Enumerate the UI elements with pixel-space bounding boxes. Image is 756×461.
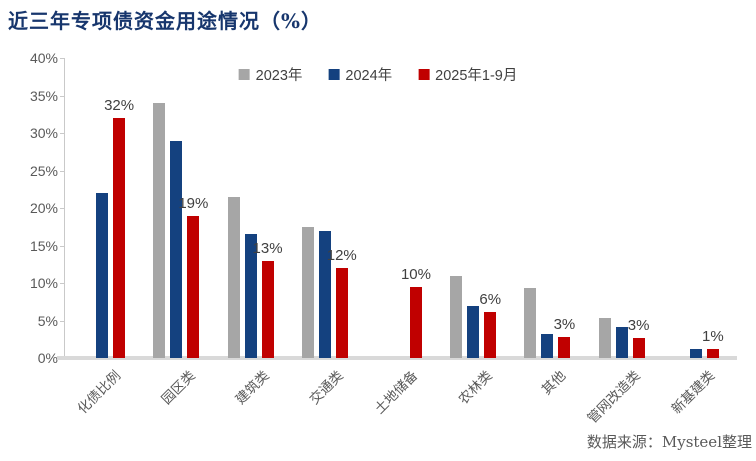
legend-label: 2025年1-9月: [435, 68, 518, 84]
data-label-农林类: 6%: [479, 290, 502, 308]
bar-2025年1-9月-新基建类: [706, 349, 719, 358]
bar-2024年-园区类: [170, 140, 183, 358]
legend: 2023年 2024年 2025年1-9月: [238, 64, 517, 85]
y-tick-label: 40%: [29, 50, 58, 66]
y-tick-label: 10%: [29, 275, 58, 291]
y-tick-label: 25%: [29, 162, 58, 179]
data-label-其他: 3%: [553, 316, 576, 333]
legend-item-2025年1-9月: 2025年1-9月: [418, 64, 517, 85]
x-tick-label-土地储备: 土地储备: [371, 367, 421, 417]
y-tick-label: 35%: [29, 87, 58, 104]
data-label-园区类: 19%: [178, 194, 209, 212]
x-tick-label-农林类: 农林类: [455, 367, 495, 408]
legend-swatch-icon: [418, 69, 430, 80]
bar-group-建筑类: 13%: [213, 58, 287, 358]
y-tick-label: 15%: [29, 237, 58, 254]
bar-2025年1-9月-化债比例: [113, 118, 126, 358]
legend-label: 2024年: [345, 68, 393, 84]
y-tick-mark: [60, 283, 64, 284]
bar-2025年1-9月-管网改造类: [632, 337, 645, 358]
source-note: 数据来源：Mysteel整理: [586, 433, 752, 451]
bar-group-农林类: 6%: [436, 58, 510, 358]
bar-2024年-化债比例: [96, 193, 109, 358]
x-tick-label-园区类: 园区类: [158, 367, 198, 408]
x-axis-baseline: [57, 356, 737, 360]
bar-2023年-管网改造类: [598, 318, 611, 358]
bar-2023年-交通类: [301, 226, 314, 358]
bar-group-管网改造类: 3%: [585, 58, 659, 358]
bar-group-土地储备: 10%: [362, 58, 436, 358]
bar-group-其他: 3%: [510, 58, 584, 358]
y-tick-label: 30%: [29, 125, 58, 141]
x-tick-label-化债比例: 化债比例: [74, 367, 124, 417]
data-label-土地储备: 10%: [400, 265, 431, 283]
bar-2025年1-9月-交通类: [335, 268, 348, 358]
x-tick-label-建筑类: 建筑类: [232, 367, 272, 408]
bar-2024年-新基建类: [689, 349, 702, 358]
y-tick-mark: [60, 320, 64, 322]
bar-2023年-建筑类: [227, 196, 240, 358]
y-tick-mark: [60, 245, 64, 247]
bar-2024年-建筑类: [244, 234, 257, 358]
bar-2025年1-9月-土地储备: [409, 286, 422, 358]
legend-swatch-icon: [238, 69, 250, 80]
y-axis-line: [64, 58, 65, 358]
data-label-新基建类: 1%: [702, 328, 724, 345]
bar-group-园区类: 19%: [139, 58, 213, 358]
bar-2023年-其他: [524, 288, 537, 358]
bar-group-交通类: 12%: [288, 58, 362, 358]
legend-item-2023年: 2023年: [238, 64, 303, 85]
y-tick-mark: [60, 58, 64, 59]
bar-2023年-园区类: [153, 103, 166, 358]
legend-item-2024年: 2024年: [328, 64, 392, 85]
bar-2025年1-9月-农林类: [484, 311, 497, 358]
data-label-管网改造类: 3%: [627, 316, 650, 334]
bar-group-新基建类: 1%: [659, 58, 733, 358]
legend-label: 2023年: [255, 68, 303, 84]
y-tick-label: 0%: [37, 350, 58, 366]
y-tick-label: 20%: [29, 200, 58, 216]
chart-title: 近三年专项债资金用途情况（%）: [8, 9, 323, 33]
y-tick-mark: [60, 95, 64, 97]
x-tick-label-新基建类: 新基建类: [668, 367, 718, 417]
bar-2024年-农林类: [467, 305, 480, 358]
plot-area: 32% 19% 13% 12% 10% 6% 3% 3% 1%: [65, 58, 733, 358]
bar-2024年-交通类: [318, 230, 331, 358]
bar-2025年1-9月-建筑类: [261, 260, 274, 358]
bar-2023年-农林类: [450, 275, 463, 358]
x-tick-label-管网改造类: 管网改造类: [584, 367, 644, 427]
bar-2025年1-9月-其他: [558, 337, 571, 358]
x-tick-label-交通类: 交通类: [306, 367, 347, 408]
data-label-建筑类: 13%: [252, 239, 283, 257]
bar-group-化债比例: 32%: [65, 58, 139, 358]
legend-swatch-icon: [328, 69, 340, 80]
y-tick-mark: [60, 170, 64, 172]
y-tick-label: 5%: [37, 312, 58, 329]
y-tick-mark: [60, 208, 64, 209]
bar-2024年-其他: [541, 334, 554, 358]
bar-2024年-管网改造类: [615, 327, 628, 358]
data-label-化债比例: 32%: [104, 97, 135, 114]
x-tick-label-其他: 其他: [539, 367, 569, 398]
bar-groups: 32% 19% 13% 12% 10% 6% 3% 3% 1%: [65, 58, 733, 358]
bar-2025年1-9月-园区类: [187, 215, 200, 358]
y-tick-mark: [60, 133, 64, 134]
data-label-交通类: 12%: [326, 247, 357, 264]
